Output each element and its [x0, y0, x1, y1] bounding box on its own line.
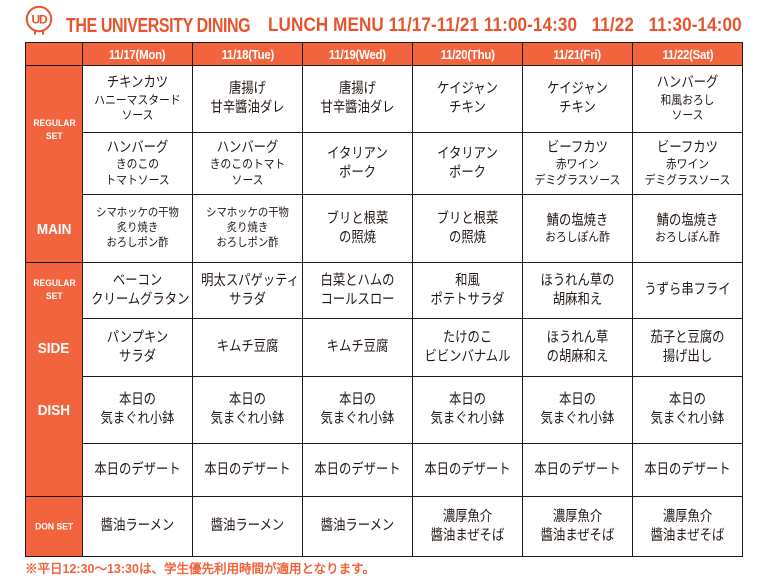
svg-text:UD: UD	[32, 13, 48, 27]
